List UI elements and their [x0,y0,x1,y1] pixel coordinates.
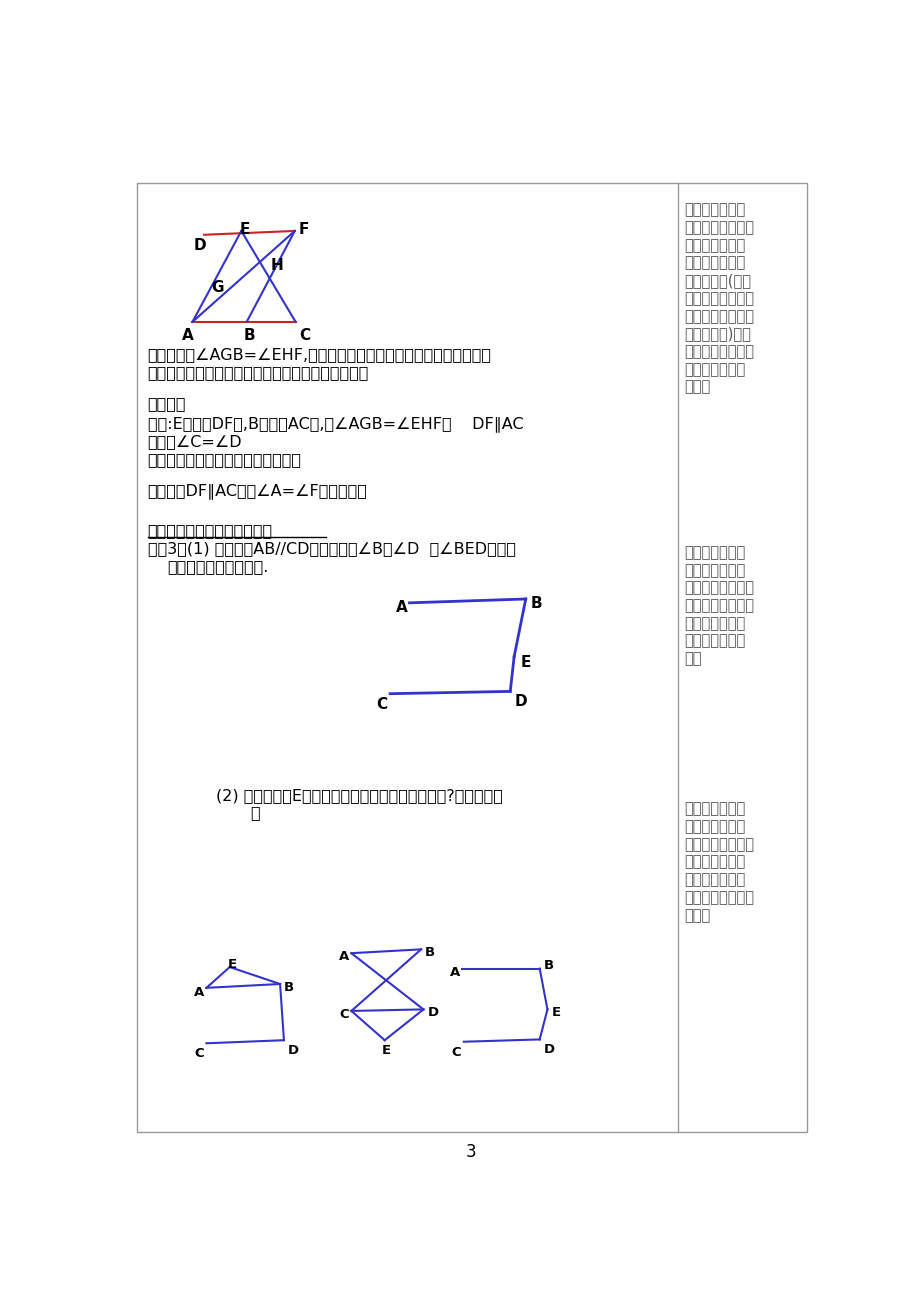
Text: E: E [381,1044,391,1057]
Text: D: D [426,1006,438,1019]
Text: 结论成立的条件，: 结论成立的条件， [684,220,754,236]
Text: C: C [376,697,387,712]
Text: C: C [194,1047,203,1060]
Text: 图形。: 图形。 [684,907,710,923]
Text: 些已知条件结合: 些已知条件结合 [684,255,745,271]
Text: 3: 3 [466,1143,476,1161]
Text: B: B [425,947,435,960]
Text: 顶角相等，角平分: 顶角相等，角平分 [684,290,754,306]
Text: 或图形不完整时: 或图形不完整时 [684,854,745,870]
Text: A: A [338,950,349,963]
Text: E: E [551,1006,561,1019]
Text: C: C [451,1046,460,1059]
Text: 助线，构造出基本: 助线，构造出基本 [684,891,754,905]
Text: G: G [210,280,223,296]
Text: E: E [228,958,237,971]
Text: B: B [543,960,553,973]
Text: 分析：根据∠AGB=∠EHF,你能得到什么结论？如何转化条件？得到的: 分析：根据∠AGB=∠EHF,你能得到什么结论？如何转化条件？得到的 [147,348,491,362]
Text: 条件。: 条件。 [684,380,710,395]
Text: H: H [270,258,283,273]
Text: C: C [338,1008,348,1021]
Text: 由: 由 [250,806,260,820]
Text: 写出证明过程，会: 写出证明过程，会 [684,598,754,613]
Text: 若把条件DF∥AC改为∠A=∠F怎样证明？: 若把条件DF∥AC改为∠A=∠F怎样证明？ [147,483,367,499]
Text: A: A [181,328,193,342]
Text: 结论和我们要证得结论有什么关系？你是怎么想的？: 结论和我们要证得结论有什么关系？你是怎么想的？ [147,365,369,380]
Text: 变换条件: 变换条件 [147,397,186,411]
Text: 关系吗？说说你的看法.: 关系吗？说说你的看法. [167,559,268,574]
Text: F: F [299,221,309,237]
Text: 化后也不能用时，: 化后也不能用时， [684,837,754,852]
Text: 线，垂直定义，互: 线，垂直定义，互 [684,309,754,324]
Text: B: B [284,980,294,993]
Text: E: E [240,221,250,237]
Text: D: D [193,238,206,253]
Text: 添加辅助线，构造为基本图形: 添加辅助线，构造为基本图形 [147,523,272,538]
Text: E: E [520,655,530,671]
Text: 转化这些条件，使: 转化这些条件，使 [684,344,754,359]
Text: 求证：∠C=∠D: 求证：∠C=∠D [147,434,242,449]
Text: 题目条件和结论: 题目条件和结论 [684,546,745,560]
Text: 如图:E在直线DF上,B在直线AC上,若∠AGB=∠EHF，    DF∥AC: 如图:E在直线DF上,B在直线AC上,若∠AGB=∠EHF， DF∥AC [147,417,523,432]
Text: 需要通过添加辅: 需要通过添加辅 [684,872,745,888]
Text: A: A [194,987,204,1000]
Text: D: D [515,694,527,710]
Text: 进行变换让学生: 进行变换让学生 [684,562,745,578]
Text: 之成为可利用的: 之成为可利用的 [684,362,745,376]
Text: 件不是直接说明: 件不是直接说明 [684,202,745,217]
Text: A: A [449,966,460,979]
Text: D: D [543,1043,554,1056]
Text: 用分析法和综合: 用分析法和综合 [684,616,745,631]
Text: 能直接用并且转: 能直接用并且转 [684,819,745,835]
Text: 法进行思考和证: 法进行思考和证 [684,634,745,648]
Text: 问题3．(1) 如图，若AB//CD，你能确定∠B、∠D  与∠BED的大小: 问题3．(1) 如图，若AB//CD，你能确定∠B、∠D 与∠BED的大小 [147,542,515,556]
Text: B: B [530,596,541,611]
Text: 余，互补等)设法: 余，互补等)设法 [684,327,751,341]
Text: 因此必须根据这: 因此必须根据这 [684,238,745,253]
Text: 明。: 明。 [684,651,701,667]
Text: 当题目中条件不: 当题目中条件不 [684,802,745,816]
Text: 如何思考和证明。并写出证明过程。: 如何思考和证明。并写出证明过程。 [147,452,301,467]
Text: A: A [395,600,407,615]
Text: D: D [288,1044,299,1057]
Text: (2) 如果改变点E的位置，它们的数量关系会改变吗?说明你的理: (2) 如果改变点E的位置，它们的数量关系会改变吗?说明你的理 [216,788,502,802]
Text: 学过的知识(如对: 学过的知识(如对 [684,273,751,288]
Text: C: C [299,328,311,342]
Text: 分析出证明思路，: 分析出证明思路， [684,581,754,595]
Text: B: B [244,328,255,342]
